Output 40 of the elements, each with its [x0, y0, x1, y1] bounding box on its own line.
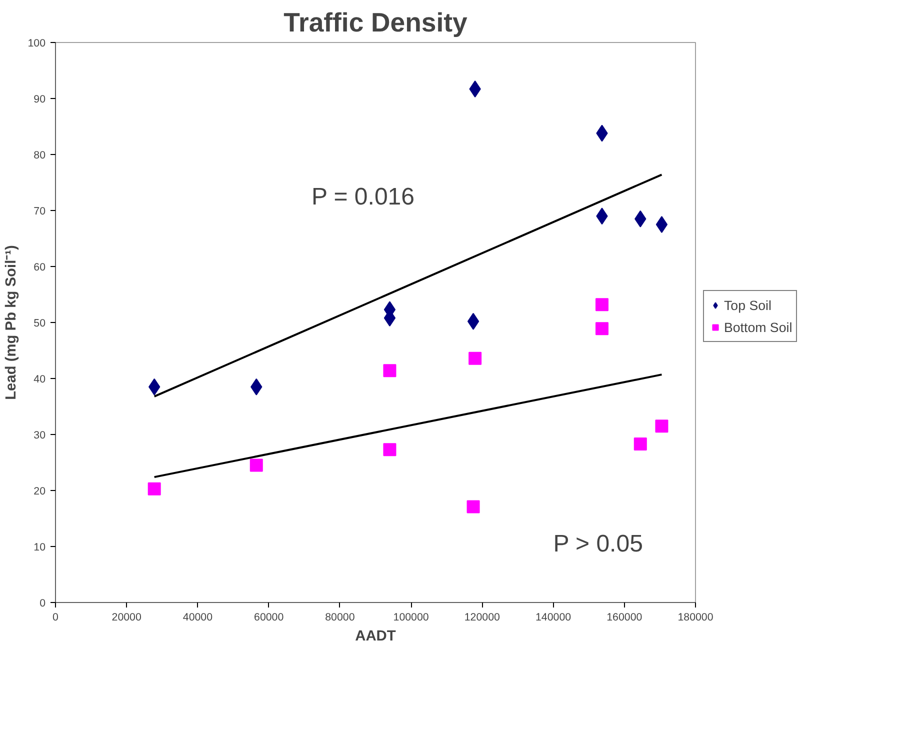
legend-label: Top Soil	[724, 298, 772, 312]
x-axis-title: AADT	[355, 628, 396, 644]
y-tick-label: 80	[34, 150, 46, 162]
x-tick-label: 160000	[606, 612, 642, 624]
point	[383, 364, 396, 378]
x-tick-label: 120000	[464, 612, 500, 624]
x-tick-label: 100000	[393, 612, 429, 624]
point	[468, 352, 482, 365]
y-tick-label: 70	[34, 206, 46, 218]
y-tick-label: 30	[34, 430, 46, 442]
point	[656, 216, 668, 233]
point	[595, 298, 608, 312]
x-tick-label: 180000	[678, 612, 714, 624]
point	[634, 438, 647, 451]
x-tick-label: 40000	[182, 612, 213, 624]
point	[148, 482, 161, 496]
y-tick-label: 40	[34, 374, 46, 386]
point	[595, 322, 608, 336]
y-tick-label: 20	[34, 486, 46, 498]
y-tick-label: 10	[34, 542, 46, 554]
y-tick-label: 50	[34, 318, 46, 330]
x-tick-label: 20000	[112, 612, 142, 624]
y-tick-label: 0	[40, 598, 46, 610]
chart-title: Traffic Density	[284, 8, 468, 38]
y-tick-label: 60	[34, 262, 46, 274]
point	[383, 443, 396, 456]
point	[250, 458, 263, 472]
point	[466, 500, 480, 514]
point	[655, 420, 668, 433]
legend-label: Bottom Soil	[724, 320, 792, 334]
x-tick-label: 0	[52, 612, 59, 624]
x-tick-label: 80000	[325, 612, 355, 624]
x-tick-label: 60000	[254, 612, 284, 624]
y-axis-title: Lead (mg Pb kg Soil⁻¹)	[4, 244, 20, 400]
annotation: P = 0.016	[312, 184, 414, 210]
y-tick-label: 100	[28, 38, 46, 50]
y-tick-label: 90	[34, 94, 46, 106]
point	[467, 312, 480, 330]
x-tick-label: 140000	[536, 612, 572, 624]
annotation: P > 0.05	[553, 530, 643, 558]
